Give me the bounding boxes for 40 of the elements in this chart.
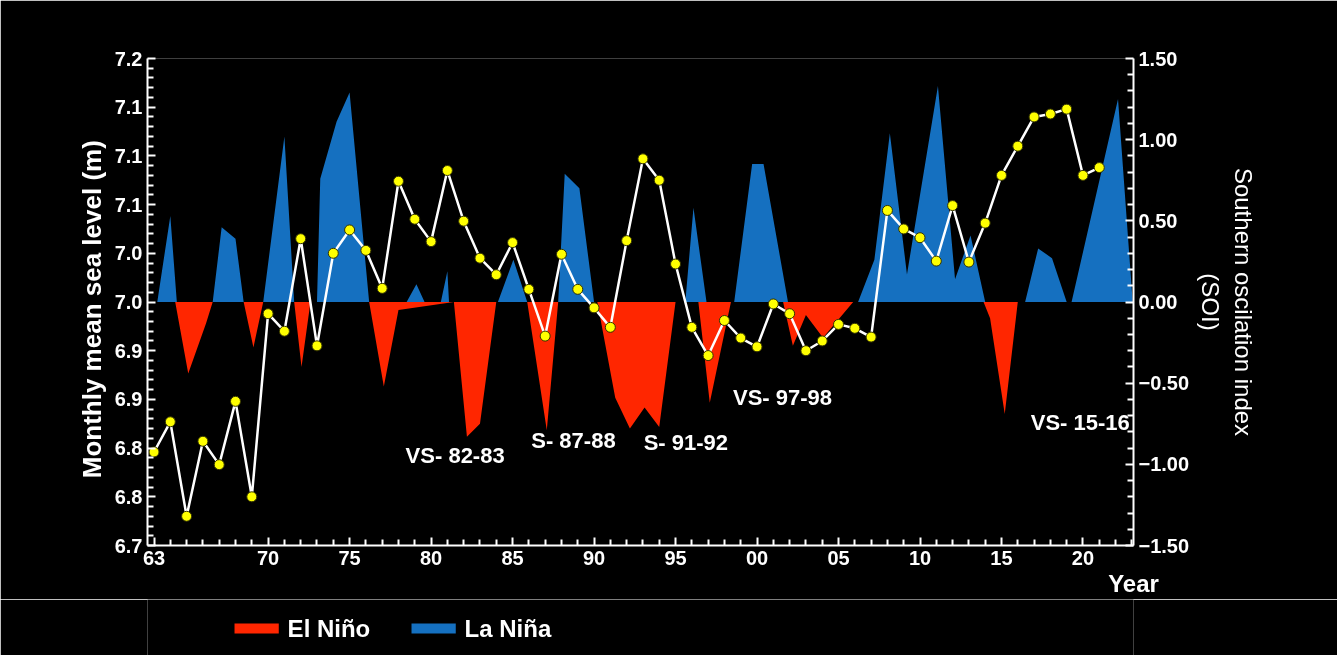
- y2-tick-label: 0.50: [1138, 209, 1178, 232]
- annotation: VS- 82-83: [405, 442, 505, 468]
- x-axis-title: Year: [1108, 569, 1159, 597]
- x-tick-label: 10: [908, 546, 932, 569]
- y-tick-label: 7.1: [114, 96, 143, 119]
- y2-tick-label: 1.50: [1138, 47, 1178, 70]
- x-tick-label: 75: [338, 546, 361, 569]
- y-tick-label: 6.8: [114, 485, 143, 508]
- x-tick-label: 80: [419, 546, 443, 569]
- x-tick-label: 05: [827, 546, 850, 569]
- y-tick-label: 7.0: [114, 242, 143, 265]
- x-tick-label: 90: [582, 546, 606, 569]
- y-tick-label: 7.1: [114, 193, 143, 216]
- x-tick-label: 95: [664, 546, 687, 569]
- y2-axis-title: Southern oscilation index (SOI): [1197, 167, 1257, 437]
- y-tick-label: 6.9: [114, 388, 143, 411]
- y2-tick-label: 1.00: [1138, 128, 1178, 151]
- y-tick-label: 7.2: [114, 47, 143, 70]
- y2-tick-label: −1.00: [1138, 453, 1190, 476]
- legend-label: El Niño: [287, 615, 371, 642]
- y2-tick-label: 0.00: [1138, 291, 1178, 313]
- y-tick-label: 7.1: [114, 144, 143, 167]
- x-tick-label: 15: [990, 546, 1013, 569]
- x-tick-label: 70: [256, 546, 280, 569]
- y-tick-label: 7.0: [114, 291, 143, 313]
- y-tick-label: 6.7: [114, 534, 143, 557]
- legend-label: La Niña: [464, 615, 552, 642]
- y2-tick-label: −1.50: [1138, 534, 1190, 557]
- annotation: S- 91-92: [643, 430, 729, 456]
- annotation: S- 87-88: [531, 427, 616, 453]
- y-tick-label: 6.8: [114, 437, 143, 460]
- y2-tick-label: −0.50: [1138, 372, 1190, 395]
- annotation: VS- 97-98: [732, 384, 833, 410]
- x-tick-label: 63: [142, 546, 166, 569]
- annotation: VS- 15-16: [1030, 409, 1130, 435]
- y-tick-label: 6.9: [114, 339, 143, 362]
- x-tick-label: 00: [745, 546, 769, 569]
- x-tick-label: 85: [501, 546, 524, 569]
- x-tick-label: 20: [1071, 546, 1095, 569]
- y-axis-title: Monthly mean sea level (m): [76, 140, 107, 479]
